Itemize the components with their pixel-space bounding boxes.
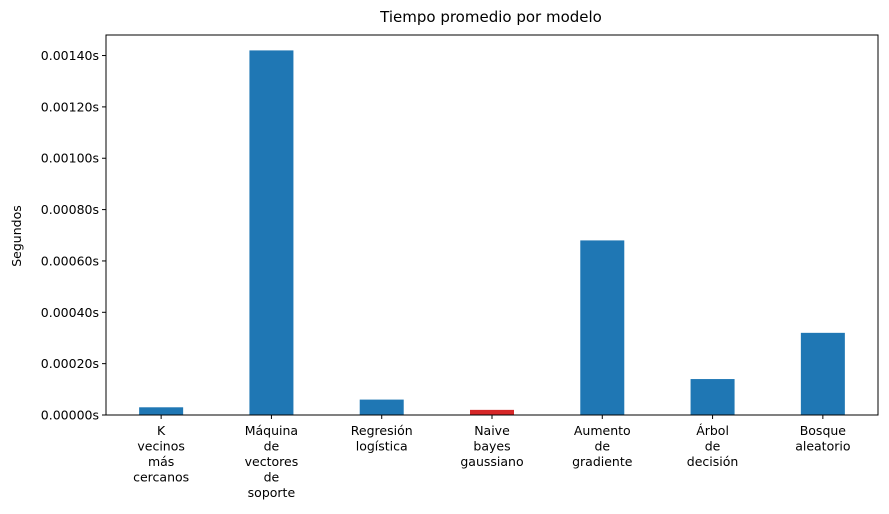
y-axis-label: Segundos bbox=[9, 205, 24, 267]
x-tick-label: Bosque aleatorio bbox=[795, 423, 850, 454]
bar bbox=[139, 407, 184, 415]
y-tick-label: 0.00060s bbox=[41, 253, 99, 268]
y-tick-label: 0.00140s bbox=[41, 48, 99, 63]
bar bbox=[690, 379, 735, 415]
y-tick-label: 0.00000s bbox=[41, 408, 99, 423]
y-tick-label: 0.00040s bbox=[41, 305, 99, 320]
x-tick-label: Máquina de vectores de soporte bbox=[245, 423, 299, 500]
chart-title: Tiempo promedio por modelo bbox=[379, 8, 602, 26]
plot-frame bbox=[105, 34, 879, 416]
x-tick-label: Naive bayes gaussiano bbox=[460, 423, 523, 469]
bar bbox=[470, 409, 514, 415]
y-tick-label: 0.00100s bbox=[41, 151, 99, 166]
y-tick-label: 0.00080s bbox=[41, 202, 99, 217]
y-tick-label: 0.00020s bbox=[41, 356, 99, 371]
x-tick-label: Aumento de gradiente bbox=[572, 423, 633, 469]
bar bbox=[580, 240, 625, 415]
bar bbox=[800, 332, 845, 415]
x-tick-label: Regresión logística bbox=[351, 423, 413, 454]
y-tick-label: 0.00120s bbox=[41, 99, 99, 114]
bars-group bbox=[139, 50, 845, 416]
x-tick-label: Árbol de decisión bbox=[687, 423, 739, 469]
bar bbox=[359, 399, 404, 415]
y-axis-ticks: 0.00000s 0.00020s 0.00040s 0.00060s 0.00080s… bbox=[41, 48, 106, 423]
bar bbox=[249, 50, 294, 416]
